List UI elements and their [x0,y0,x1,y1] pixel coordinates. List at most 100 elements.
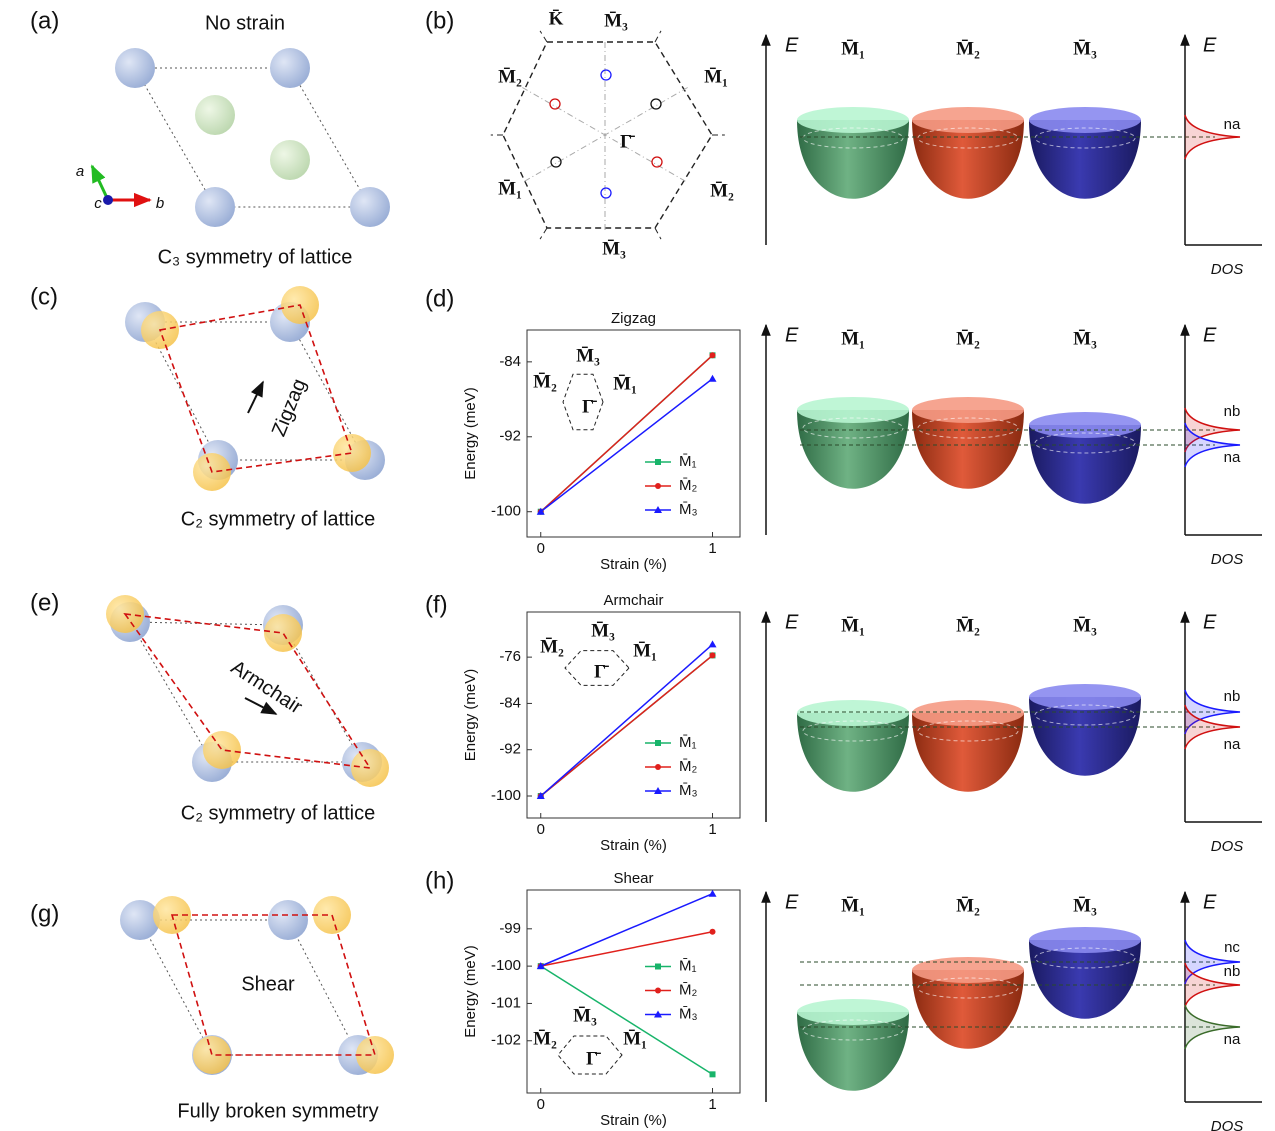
atom [356,1036,394,1074]
atom [351,749,389,787]
valley-label: M̄₂ [956,895,980,916]
y-tick-label: -101 [491,994,521,1011]
x-axis-label: Strain (%) [600,1112,667,1129]
valley-point [651,99,661,109]
strained-cell [160,305,352,472]
valley-top [1029,107,1141,133]
inset-label: M̄₁ [623,1028,647,1049]
bz-label: M̄₁ [498,178,522,199]
x-axis-label: Strain (%) [600,837,667,854]
y-axis-label: Energy (meV) [462,387,479,480]
y-tick-label: -100 [491,957,521,974]
legend-label: M̄₂ [679,758,697,775]
inset-label: M̄₁ [613,373,637,394]
y-axis-label: Energy (meV) [462,945,479,1038]
valley-top [1029,927,1141,953]
legend-marker [655,740,661,746]
panel-label: (h) [425,867,454,894]
valley-top [1029,684,1141,710]
inset-label: Γ̄ [594,661,609,682]
valley-label: M̄₁ [841,895,865,916]
bz-label: M̄₃ [602,238,626,259]
inset-label: M̄₁ [633,640,657,661]
bz-label: K̄ [549,8,564,29]
peak-label: na [1224,449,1241,466]
y-tick-label: -92 [499,428,521,445]
valley-top [797,397,909,423]
peak-label: nc [1224,939,1240,956]
bz-ray [655,31,661,42]
chart-title: Armchair [603,592,663,609]
marker [710,652,716,658]
dos-label: DOS [1211,1118,1244,1131]
caption: C₂ symmetry of lattice [181,802,375,824]
bz-label: M̄₃ [604,10,628,31]
bz-label: M̄₂ [498,66,522,87]
legend-label: M̄₂ [679,477,697,494]
peak-label: nb [1224,403,1241,420]
energy-axis-label: E [785,611,799,633]
bz-ray [540,31,547,42]
panel-title: No strain [205,12,285,34]
legend-label: M̄₃ [679,501,698,518]
panel-label: (a) [30,7,59,34]
valley-label: M̄₂ [956,328,980,349]
valley-label: M̄₁ [841,328,865,349]
valley-label: M̄₂ [956,615,980,636]
valley-point [652,157,662,167]
dos-axis-label: E [1203,324,1217,346]
y-tick-label: -92 [499,741,521,758]
caption: C₂ symmetry of lattice [181,508,375,530]
valley-label: M̄₁ [841,38,865,59]
atom [203,731,241,769]
atom [333,434,371,472]
legend-marker [655,459,661,465]
marker [709,640,717,647]
valley-top [797,107,909,133]
valley-top [1029,412,1141,438]
caption: Fully broken symmetry [177,1100,378,1122]
atom [115,48,155,88]
valley-top [912,957,1024,983]
y-tick-label: -102 [491,1032,521,1049]
valley-label: M̄₃ [1073,328,1097,349]
legend-label: M̄₁ [679,957,697,974]
plot-frame [527,330,740,537]
atom [350,187,390,227]
x-tick-label: 1 [708,821,716,838]
valley-top [912,107,1024,133]
atom [270,48,310,88]
inset-label: M̄₂ [533,1028,557,1049]
marker [710,929,716,935]
marker [709,890,717,897]
panel-label: (d) [425,285,454,312]
atom [195,95,235,135]
peak-label: nb [1224,688,1241,705]
strain-direction: Zigzag [268,376,311,440]
axis-origin [103,195,113,205]
valley-top [797,999,909,1025]
y-tick-label: -100 [491,503,521,520]
caption: C₃ symmetry of lattice [158,246,353,268]
energy-axis-label: E [785,891,799,913]
marker [710,1071,716,1077]
valley-top [912,397,1024,423]
panel-label: (e) [30,589,59,616]
x-axis-label: Strain (%) [600,556,667,573]
panel-label: (g) [30,900,59,927]
strain-direction: Shear [241,973,295,995]
panel-label: (f) [425,591,448,618]
figure: (a)C₃ symmetry of lattice(c)C₂ symmetry … [0,0,1275,1131]
legend-label: M̄₁ [679,453,697,470]
legend-label: M̄₂ [679,981,697,998]
marker [710,352,716,358]
chart-title: Zigzag [611,310,656,327]
legend-label: M̄₃ [679,1005,698,1022]
unit-cell [145,322,365,460]
atom [264,614,302,652]
atom [268,900,308,940]
inset-label: M̄₂ [540,636,564,657]
peak-label: na [1224,1031,1241,1048]
legend-label: M̄₁ [679,734,697,751]
legend-marker [655,483,661,489]
